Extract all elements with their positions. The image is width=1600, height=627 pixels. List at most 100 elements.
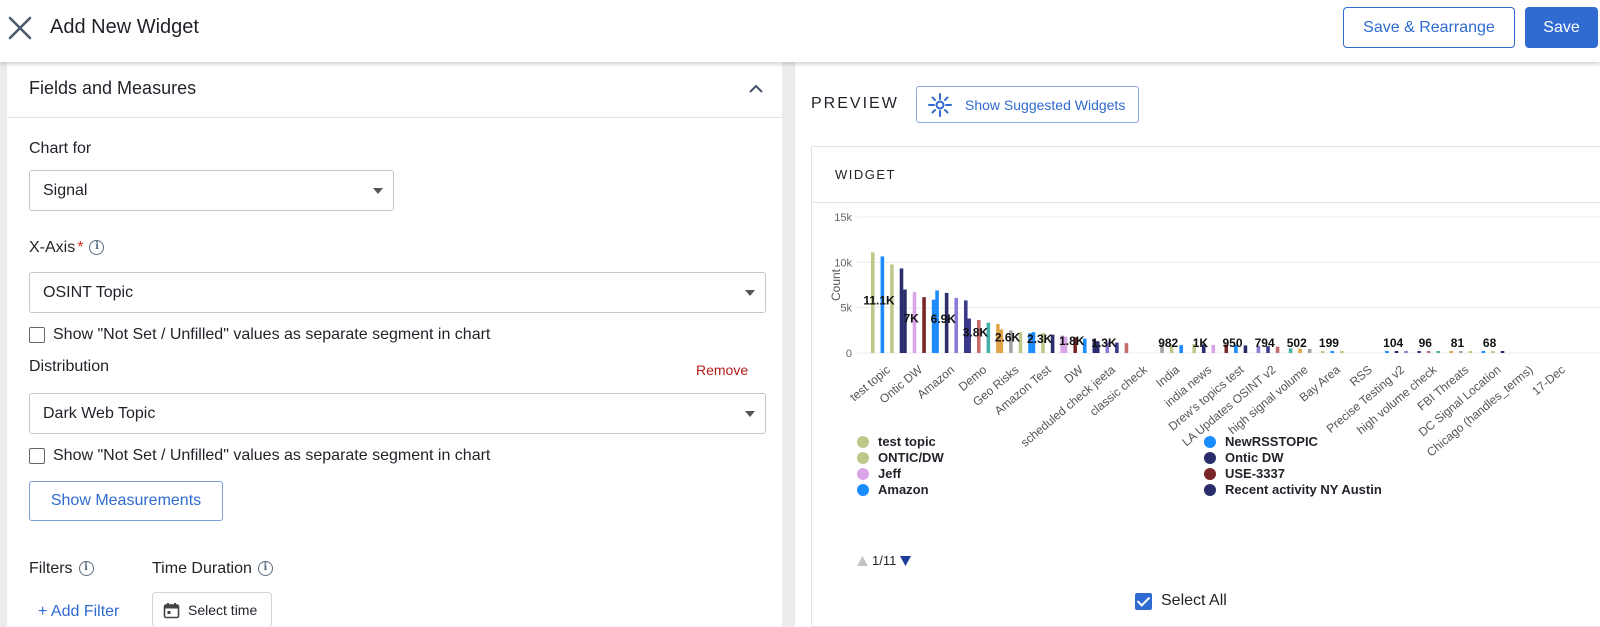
widget-card: WIDGET 0 5k 10k 15k Count 11.1K test topic 7K On… [811,146,1600,627]
data-label: 11.1K [863,294,895,308]
bar [1275,346,1280,353]
info-icon[interactable]: i [78,561,94,577]
data-label: 96 [1419,336,1433,350]
bar [1224,344,1229,353]
bar [1073,337,1077,353]
y-tick-label: 0 [846,348,852,360]
bar [944,292,949,353]
legend-item[interactable]: Ontic DW [1204,450,1284,465]
bar [1449,351,1454,353]
fields-section-header[interactable]: Fields and Measures [7,62,782,118]
bar [1201,344,1206,353]
bar [996,324,1000,353]
select-time-button[interactable]: Select time [152,592,272,627]
chevron-up-icon[interactable] [748,81,764,97]
bar [967,318,971,353]
add-filter-link[interactable]: + Add Filter [38,603,120,620]
x-axis-not-set-checkbox-row[interactable]: Show "Not Set / Unfilled" values as sepa… [29,326,490,344]
legend-label: Amazon [878,482,929,497]
fields-panel: Fields and Measures Chart for Signal X-A… [7,62,782,627]
bar [935,290,939,353]
bar [1340,351,1344,353]
legend-label: ONTIC/DW [878,450,944,465]
bar [1417,351,1421,353]
y-tick-label: 10k [834,257,852,269]
legend-label: Ontic DW [1225,450,1284,465]
legend-swatch [1204,483,1216,496]
filters-label: Filters i [29,560,94,578]
bar [1009,330,1013,353]
data-label: 794 [1255,336,1275,350]
x-tick-label: DW [1061,362,1086,386]
legend-item[interactable]: NewRSSTOPIC [1204,434,1318,449]
bar [1041,332,1045,353]
divider [812,202,1600,203]
bar [1095,341,1100,353]
page-down-icon[interactable] [899,555,912,567]
data-label: 7K [903,312,919,326]
bar [1105,341,1110,353]
save-button[interactable]: Save [1525,7,1598,48]
bar [963,300,968,353]
remove-distribution-link[interactable]: Remove [696,362,749,378]
data-label: 1.3K [1091,336,1117,350]
close-icon[interactable] [6,14,34,42]
bar [1160,344,1164,353]
legend-item[interactable]: Jeff [857,466,901,481]
data-label: 2.3K [1027,332,1053,346]
data-label: 3.8K [963,325,989,339]
legend-item[interactable]: Recent activity NY Austin [1204,482,1382,497]
time-duration-label-text: Time Duration [152,560,252,577]
legend-item[interactable]: ONTIC/DW [857,450,944,465]
filters-label-text: Filters [29,560,73,577]
page-up-icon[interactable] [856,555,869,567]
bar [1436,351,1441,353]
bar [1192,343,1196,353]
legend-swatch [857,435,869,448]
legend-label: Jeff [878,466,902,481]
legend-item[interactable]: Amazon [857,482,929,497]
x-tick-label: 17-Dec [1529,363,1568,399]
distribution-not-set-checkbox[interactable] [29,448,45,464]
bar [1500,351,1505,353]
bar [1115,342,1119,353]
bar [1256,345,1261,353]
data-label: 6.9K [931,312,957,326]
bar [1394,351,1399,353]
show-measurements-button[interactable]: Show Measurements [29,481,223,521]
legend-label: Recent activity NY Austin [1225,482,1382,497]
x-axis-label-text: X-Axis [29,239,76,256]
bar [1028,333,1032,353]
x-axis-select[interactable]: OSINT Topic [29,272,766,313]
distribution-select[interactable]: Dark Web Topic [29,393,766,434]
pager-text: 1/11 [872,553,897,568]
data-label: 81 [1451,336,1465,350]
x-axis-label: X-Axis * i [29,239,105,257]
bar [922,297,926,353]
select-all-checkbox[interactable] [1135,592,1152,610]
info-icon[interactable]: i [89,240,105,256]
info-icon[interactable]: i [257,561,273,577]
bar [1459,351,1463,353]
save-and-rearrange-button[interactable]: Save & Rearrange [1343,7,1515,48]
chart-for-select[interactable]: Signal [29,170,394,211]
legend-item[interactable]: test topic [857,434,936,449]
show-suggested-widgets-button[interactable]: Show Suggested Widgets [916,86,1139,123]
bar [1031,332,1036,353]
x-axis-not-set-checkbox[interactable] [29,327,45,343]
distribution-not-set-checkbox-row[interactable]: Show "Not Set / Unfilled" values as sepa… [29,447,490,465]
data-label: 199 [1319,336,1339,350]
bar [1298,348,1302,353]
legend-item[interactable]: USE-3337 [1204,466,1285,481]
select-all-row[interactable]: Select All [1135,592,1227,610]
calendar-icon [163,602,180,618]
data-label: 1.8K [1059,334,1085,348]
bar [1288,348,1293,353]
bar [899,268,904,353]
y-tick-label: 5k [840,303,852,315]
checkbox-label: Show "Not Set / Unfilled" values as sepa… [53,447,491,464]
bar [1050,334,1055,353]
select-all-label: Select All [1161,592,1227,609]
legend-swatch [1204,435,1216,448]
legend-swatch [857,483,869,496]
